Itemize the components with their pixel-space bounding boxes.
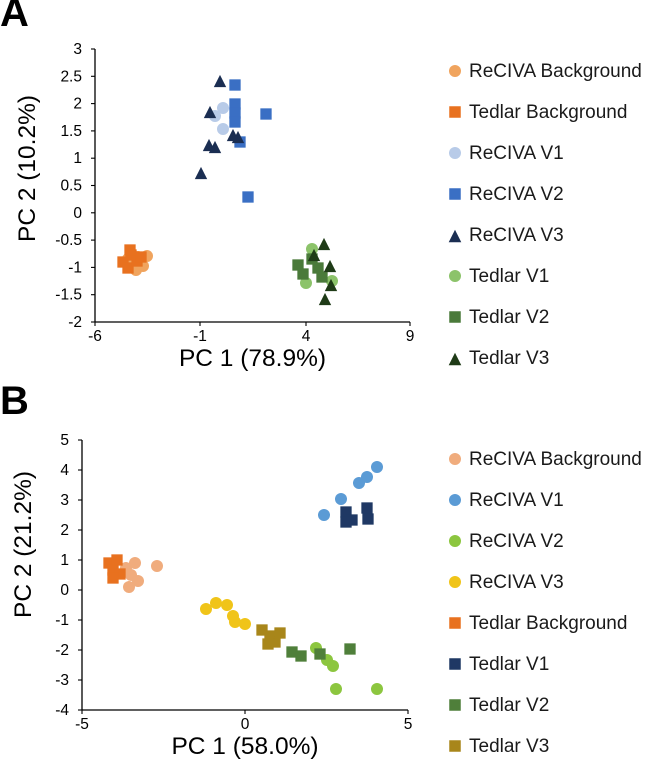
svg-text:-5: -5	[75, 716, 89, 733]
svg-text:-2: -2	[55, 642, 69, 659]
svg-text:2: 2	[73, 96, 82, 113]
svg-text:Tedlar Background: Tedlar Background	[469, 102, 627, 123]
svg-text:Tedlar V3: Tedlar V3	[469, 348, 549, 369]
svg-text:5: 5	[60, 432, 69, 449]
svg-text:1: 1	[73, 150, 82, 167]
svg-text:5: 5	[404, 716, 413, 733]
svg-text:ReCIVA V2: ReCIVA V2	[469, 184, 564, 205]
svg-text:Tedlar V2: Tedlar V2	[469, 695, 549, 716]
svg-text:-1: -1	[55, 612, 69, 629]
svg-text:-3: -3	[55, 672, 69, 689]
svg-text:Tedlar V3: Tedlar V3	[469, 736, 549, 757]
svg-text:Tedlar Background: Tedlar Background	[469, 613, 627, 634]
svg-text:-1.5: -1.5	[55, 287, 82, 304]
svg-text:3: 3	[60, 492, 69, 509]
svg-text:4: 4	[60, 462, 69, 479]
svg-text:ReCIVA V1: ReCIVA V1	[469, 490, 564, 511]
svg-text:Tedlar V1: Tedlar V1	[469, 266, 549, 287]
svg-text:4: 4	[302, 328, 311, 345]
svg-text:0: 0	[60, 582, 69, 599]
svg-text:0: 0	[73, 205, 82, 222]
svg-text:0: 0	[241, 716, 250, 733]
svg-text:ReCIVA Background: ReCIVA Background	[469, 449, 642, 470]
svg-text:ReCIVA V3: ReCIVA V3	[469, 225, 564, 246]
svg-text:-0.5: -0.5	[55, 232, 82, 249]
svg-text:-6: -6	[88, 328, 102, 345]
svg-text:-1: -1	[68, 259, 82, 276]
svg-text:2.5: 2.5	[60, 68, 82, 85]
svg-text:Tedlar V2: Tedlar V2	[469, 307, 549, 328]
svg-text:-4: -4	[55, 702, 69, 719]
svg-text:ReCIVA V1: ReCIVA V1	[469, 143, 564, 164]
svg-text:2: 2	[60, 522, 69, 539]
svg-text:3: 3	[73, 41, 82, 58]
svg-text:Tedlar V1: Tedlar V1	[469, 654, 549, 675]
svg-text:1.5: 1.5	[60, 123, 82, 140]
svg-text:0.5: 0.5	[60, 178, 82, 195]
svg-text:1: 1	[60, 552, 69, 569]
svg-text:-2: -2	[68, 314, 82, 331]
svg-text:ReCIVA Background: ReCIVA Background	[469, 61, 642, 82]
svg-text:-1: -1	[193, 328, 207, 345]
svg-text:ReCIVA V3: ReCIVA V3	[469, 572, 564, 593]
svg-text:ReCIVA V2: ReCIVA V2	[469, 531, 564, 552]
svg-text:9: 9	[406, 328, 415, 345]
